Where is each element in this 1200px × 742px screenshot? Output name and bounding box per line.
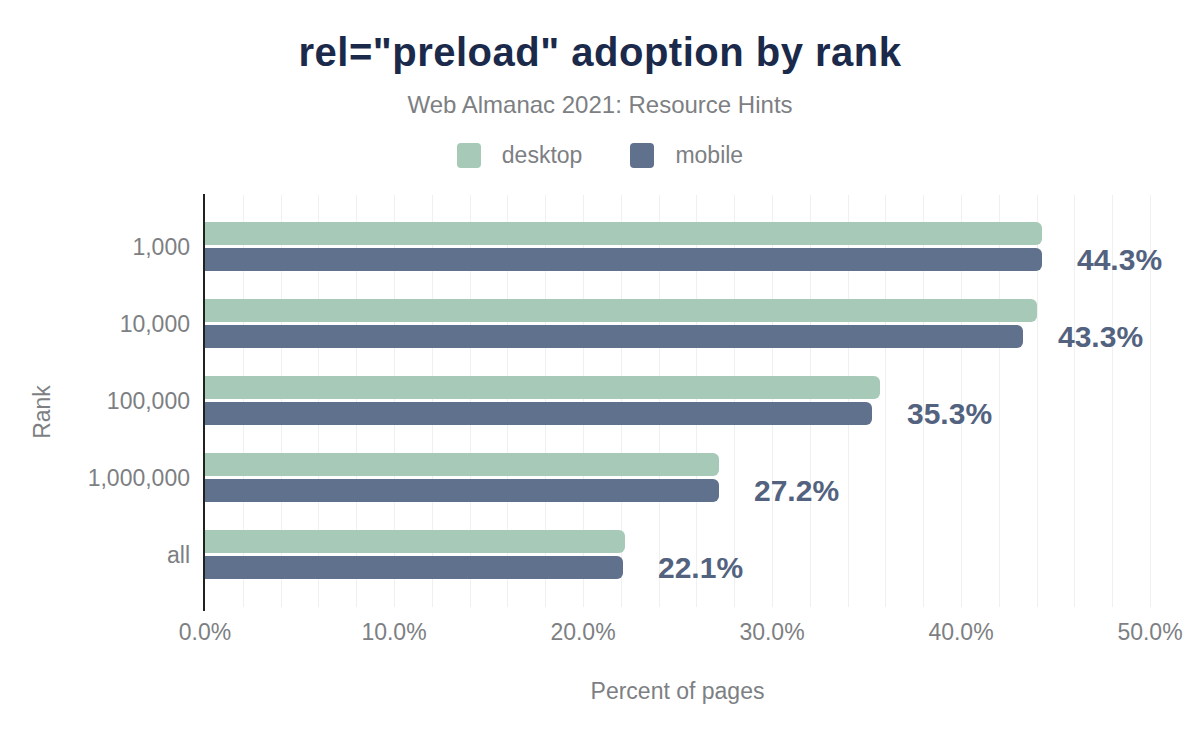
value-label: 44.3% (1077, 243, 1162, 277)
legend-item-mobile: mobile (630, 142, 743, 169)
bar-mobile-1000 (205, 248, 1042, 271)
x-tick-label: 20.0% (518, 619, 648, 646)
x-tick-label: 30.0% (707, 619, 837, 646)
y-tick-label: all (25, 542, 190, 568)
value-label: 43.3% (1058, 320, 1143, 354)
legend-label-mobile: mobile (675, 142, 743, 169)
desktop-swatch-icon (457, 143, 481, 168)
x-tick-label: 50.0% (1085, 619, 1200, 646)
y-axis-title: Rank (29, 385, 56, 439)
bar-mobile-1000000 (205, 479, 719, 502)
bar-mobile-10000 (205, 325, 1023, 348)
value-label: 27.2% (754, 474, 839, 508)
gridline (1074, 195, 1075, 607)
plot-area: 1,00044.3%10,00043.3%100,00035.3%1,000,0… (205, 195, 1150, 607)
y-tick-label: 1,000,000 (25, 465, 190, 491)
bar-desktop-1000 (205, 222, 1042, 245)
bar-mobile-all (205, 556, 623, 579)
x-tick-label: 10.0% (329, 619, 459, 646)
legend-label-desktop: desktop (502, 142, 583, 169)
bar-mobile-100000 (205, 402, 872, 425)
legend-item-desktop: desktop (457, 142, 583, 169)
chart-subtitle: Web Almanac 2021: Resource Hints (0, 91, 1200, 119)
chart-title: rel="preload" adoption by rank (0, 30, 1200, 75)
value-label: 22.1% (658, 551, 743, 585)
bar-desktop-100000 (205, 376, 880, 399)
x-axis-title: Percent of pages (205, 678, 1150, 705)
x-tick-label: 40.0% (896, 619, 1026, 646)
bar-desktop-10000 (205, 299, 1037, 322)
y-tick-label: 1,000 (25, 234, 190, 260)
mobile-swatch-icon (630, 143, 654, 168)
legend: desktop mobile (0, 142, 1200, 169)
value-label: 35.3% (907, 397, 992, 431)
y-tick-label: 10,000 (25, 311, 190, 337)
bar-desktop-all (205, 530, 625, 553)
bar-desktop-1000000 (205, 453, 719, 476)
x-tick-label: 0.0% (140, 619, 270, 646)
chart-canvas: rel="preload" adoption by rank Web Alman… (0, 0, 1200, 742)
